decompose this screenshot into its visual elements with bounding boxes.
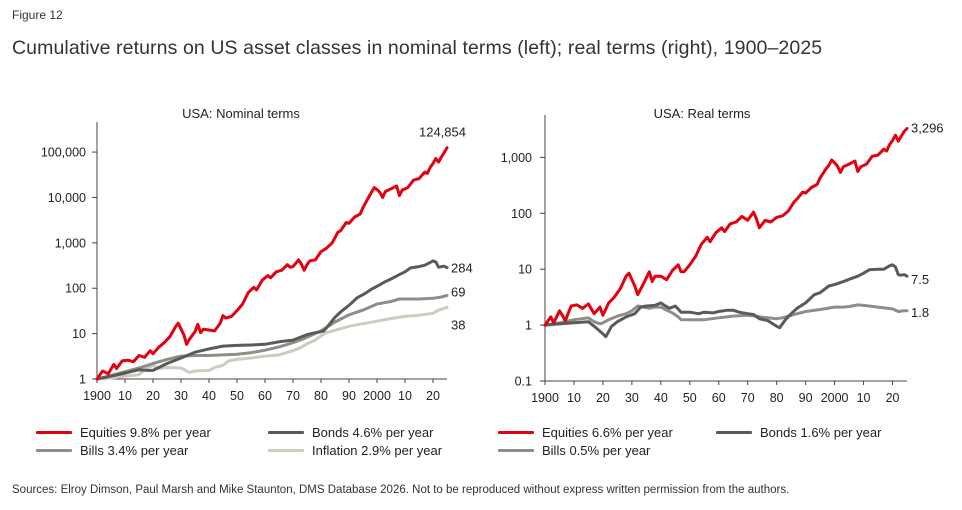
end-value-label: 7.5 bbox=[911, 272, 929, 287]
x-tick-label: 10 bbox=[398, 389, 412, 403]
x-tick-label: 40 bbox=[202, 389, 216, 403]
y-tick-label: 10 bbox=[72, 327, 86, 341]
legend-item-nominal-equities: Equities 9.8% per year bbox=[36, 425, 211, 440]
y-tick-label: 1 bbox=[525, 319, 532, 333]
legend-label: Bills 0.5% per year bbox=[542, 443, 651, 458]
x-tick-label: 60 bbox=[258, 389, 272, 403]
legend-label: Equities 9.8% per year bbox=[80, 425, 211, 440]
series-line-equities bbox=[543, 127, 909, 327]
y-tick-label: 100,000 bbox=[41, 146, 86, 160]
x-tick-label: 80 bbox=[770, 391, 784, 405]
legend-swatch bbox=[716, 431, 752, 434]
legend-swatch bbox=[36, 431, 72, 434]
y-tick-label: 1 bbox=[79, 373, 86, 387]
y-tick-label: 1,000 bbox=[501, 151, 532, 165]
legend-item-nominal-inflation: Inflation 2.9% per year bbox=[268, 443, 442, 458]
legend-swatch bbox=[498, 449, 534, 452]
x-tick-label: 90 bbox=[342, 389, 356, 403]
series-line-bonds bbox=[95, 259, 449, 381]
x-tick-label: 20 bbox=[146, 389, 160, 403]
legend-label: Inflation 2.9% per year bbox=[312, 443, 443, 458]
x-tick-label: 1900 bbox=[531, 391, 559, 405]
series-line-bills bbox=[95, 294, 449, 381]
y-tick-label: 100 bbox=[65, 282, 86, 296]
end-value-label: 1.8 bbox=[911, 305, 929, 320]
figure-label: Figure 12 bbox=[12, 8, 63, 22]
x-tick-label: 1900 bbox=[83, 389, 111, 403]
x-tick-label: 60 bbox=[712, 391, 726, 405]
source-note: Sources: Elroy Dimson, Paul Marsh and Mi… bbox=[12, 484, 790, 496]
panel-title: USA: Nominal terms bbox=[182, 106, 300, 121]
x-tick-label: 40 bbox=[654, 391, 668, 405]
y-tick-label: 1,000 bbox=[55, 236, 86, 250]
x-tick-label: 2000 bbox=[363, 389, 391, 403]
legend-item-nominal-bills: Bills 3.4% per year bbox=[36, 443, 188, 458]
x-tick-label: 20 bbox=[886, 391, 900, 405]
x-tick-label: 20 bbox=[596, 391, 610, 405]
legend-swatch bbox=[268, 431, 304, 434]
x-tick-label: 50 bbox=[230, 389, 244, 403]
legend-item-real-bills: Bills 0.5% per year bbox=[498, 443, 650, 458]
end-value-label: 284 bbox=[451, 261, 473, 276]
end-value-label: 38 bbox=[451, 317, 465, 332]
end-value-label: 124,854 bbox=[419, 125, 466, 140]
y-tick-label: 0.1 bbox=[515, 375, 532, 389]
series-line-bonds bbox=[543, 263, 909, 339]
legend-swatch bbox=[268, 449, 304, 452]
x-tick-label: 2000 bbox=[821, 391, 849, 405]
series-line-equities bbox=[95, 146, 449, 381]
series-line-bills bbox=[543, 303, 909, 327]
x-tick-label: 10 bbox=[857, 391, 871, 405]
end-value-label: 3,296 bbox=[911, 120, 944, 135]
end-value-label: 69 bbox=[451, 285, 465, 300]
x-tick-label: 30 bbox=[174, 389, 188, 403]
x-tick-label: 90 bbox=[799, 391, 813, 405]
legend-label: Bonds 1.6% per year bbox=[760, 425, 882, 440]
legend-label: Equities 6.6% per year bbox=[542, 425, 673, 440]
legend-label: Bills 3.4% per year bbox=[80, 443, 189, 458]
legend-swatch bbox=[498, 431, 534, 434]
figure-title: Cumulative returns on US asset classes i… bbox=[12, 37, 823, 59]
y-tick-label: 10 bbox=[518, 263, 532, 277]
y-tick-label: 10,000 bbox=[48, 191, 86, 205]
x-tick-label: 80 bbox=[314, 389, 328, 403]
legend-label: Bonds 4.6% per year bbox=[312, 425, 434, 440]
x-tick-label: 50 bbox=[683, 391, 697, 405]
x-tick-label: 10 bbox=[118, 389, 132, 403]
legend-item-real-equities: Equities 6.6% per year bbox=[498, 425, 673, 440]
y-tick-label: 100 bbox=[511, 207, 532, 221]
x-tick-label: 10 bbox=[567, 391, 581, 405]
x-tick-label: 30 bbox=[625, 391, 639, 405]
legend-item-nominal-bonds: Bonds 4.6% per year bbox=[268, 425, 433, 440]
x-tick-label: 20 bbox=[426, 389, 440, 403]
x-tick-label: 70 bbox=[286, 389, 300, 403]
x-tick-label: 70 bbox=[741, 391, 755, 405]
panel-title: USA: Real terms bbox=[654, 106, 751, 121]
legend-item-real-bonds: Bonds 1.6% per year bbox=[716, 425, 881, 440]
legend-swatch bbox=[36, 449, 72, 452]
